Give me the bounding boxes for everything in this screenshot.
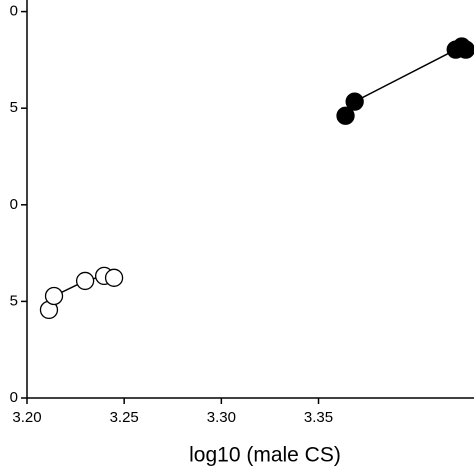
trend-line — [344, 45, 467, 117]
y-tick-label: 0 — [10, 3, 18, 20]
y-tick-label: 5 — [10, 99, 18, 116]
x-axis-label: log10 (male CS) — [189, 444, 341, 467]
y-tick-label: 5 — [10, 292, 18, 309]
point — [44, 286, 64, 306]
x-tick-label: 3.35 — [304, 409, 333, 426]
x-tick-label: 3.20 — [12, 409, 41, 426]
x-tick-label: 3.30 — [207, 409, 236, 426]
y-tick-label: 0 — [10, 196, 18, 213]
y-tick-label: 0 — [10, 389, 18, 406]
point — [456, 40, 474, 59]
point — [345, 92, 364, 111]
x-tick-label: 3.25 — [110, 409, 139, 426]
point — [104, 268, 124, 287]
point — [75, 271, 95, 291]
point — [336, 106, 355, 125]
